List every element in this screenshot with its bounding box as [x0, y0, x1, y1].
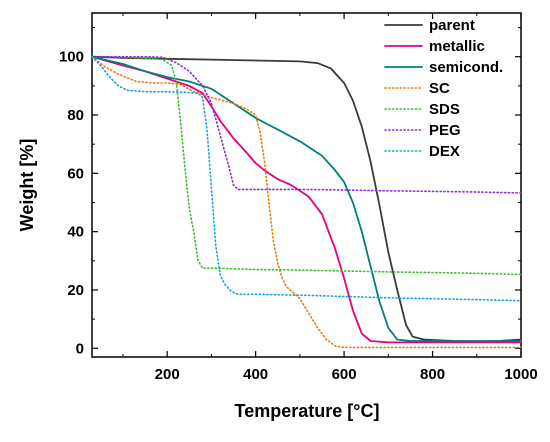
legend-label: DEX — [429, 143, 460, 160]
y-tick-label: 100 — [59, 49, 84, 66]
x-tick-label: 600 — [332, 366, 357, 383]
y-tick-label: 20 — [67, 282, 84, 299]
y-tick-label: 60 — [67, 165, 84, 182]
y-axis-title: Weight [%] — [17, 139, 37, 232]
x-tick-label: 1000 — [504, 366, 537, 383]
series-line-peg — [91, 55, 522, 194]
axis-ticks: 200 400 600 800 1000 0 20 40 60 80 100 — [59, 13, 538, 383]
y-tick-label: 80 — [67, 107, 84, 124]
legend-label: parent — [429, 17, 475, 34]
series-line-dex — [91, 55, 522, 302]
series-line-sc — [91, 55, 522, 349]
y-tick-label: 40 — [67, 224, 84, 241]
x-tick-label: 400 — [243, 366, 268, 383]
plot-area-frame — [91, 12, 522, 358]
legend-label: SDS — [429, 101, 460, 118]
series-layer — [91, 55, 522, 349]
series-line-metallic — [91, 55, 522, 344]
x-tick-label: 200 — [155, 366, 180, 383]
legend-label: semicond. — [429, 59, 503, 76]
y-tick-label: 0 — [76, 340, 84, 357]
legend-label: metallic — [429, 38, 485, 55]
series-line-sds — [91, 55, 522, 276]
legend: parent metallic semicond. SC SDS PEG DEX — [384, 17, 503, 160]
x-axis-title: Temperature [°C] — [235, 401, 380, 421]
x-tick-label: 800 — [420, 366, 445, 383]
legend-label: SC — [429, 80, 450, 97]
legend-label: PEG — [429, 122, 461, 139]
series-line-semicond — [91, 55, 522, 342]
